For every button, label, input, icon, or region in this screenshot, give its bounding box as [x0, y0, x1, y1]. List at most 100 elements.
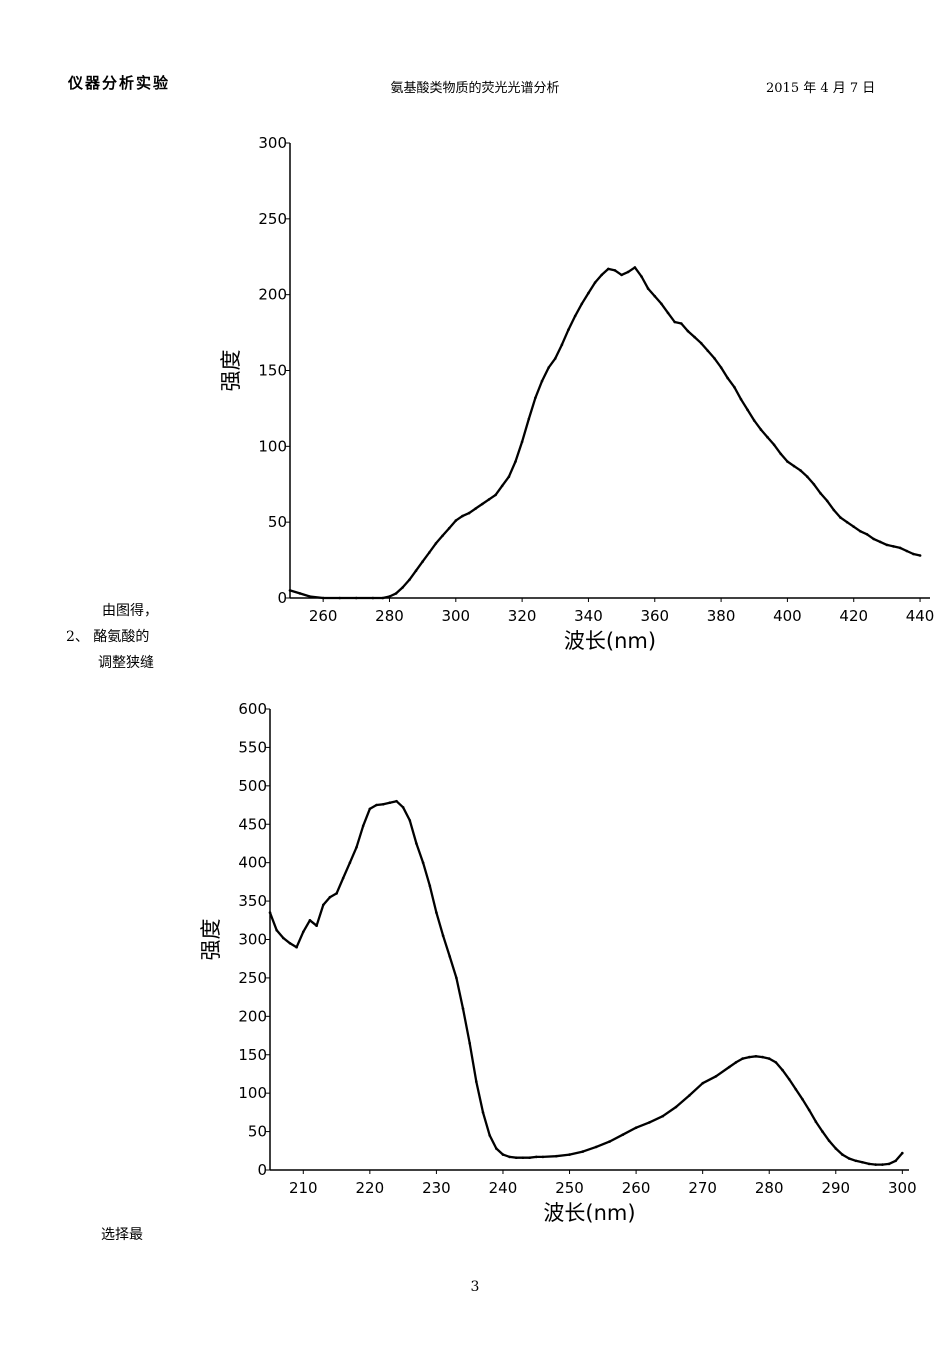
data-point: [701, 1081, 704, 1085]
data-point: [322, 903, 325, 907]
data-point: [673, 320, 676, 324]
data-point: [461, 514, 464, 518]
y-axis-title: 强度: [219, 350, 243, 392]
data-point: [282, 936, 285, 940]
x-tick-label: 230: [422, 1179, 451, 1197]
data-point: [759, 428, 763, 431]
data-point: [375, 803, 378, 807]
data-point: [521, 1156, 525, 1159]
data-point: [834, 1147, 838, 1150]
data-point: [568, 1153, 571, 1156]
y-tick-label: 450: [238, 815, 267, 833]
data-point: [854, 1159, 858, 1163]
data-point: [298, 592, 302, 595]
data-point: [786, 460, 789, 463]
data-point: [381, 803, 385, 806]
data-point: [355, 846, 358, 849]
y-tick-label: 200: [258, 286, 287, 304]
data-point: [421, 560, 424, 563]
x-tick-label: 290: [821, 1179, 850, 1197]
x-tick-label: 260: [309, 607, 338, 625]
data-point: [302, 930, 305, 934]
data-point: [371, 596, 375, 600]
data-point: [680, 322, 683, 325]
data-point: [428, 884, 432, 887]
data-point: [321, 596, 325, 600]
data-point: [726, 376, 729, 380]
data-point: [847, 1157, 851, 1160]
data-point: [408, 578, 411, 582]
data-point: [787, 1078, 791, 1081]
emission-spectrum-chart: 0 50 100 150 200 250 300 260 280 300 320 340 360 380 4…: [170, 128, 935, 676]
data-point: [295, 945, 298, 949]
data-point: [879, 540, 882, 544]
data-point: [508, 1155, 511, 1159]
y-axis-title: 强度: [199, 919, 223, 961]
y-tick-label: 400: [238, 854, 267, 872]
x-tick-label: 320: [508, 607, 537, 625]
data-point: [554, 1154, 558, 1158]
data-point: [772, 443, 776, 447]
data-point: [845, 520, 849, 524]
data-point: [852, 525, 855, 528]
data-point: [527, 417, 531, 421]
body-line-tyrosine-section: 2、 酪氨酸的: [66, 629, 150, 645]
y-tick-label: 50: [268, 513, 287, 531]
x-axis-title: 波长(nm): [543, 1201, 635, 1225]
data-point: [315, 924, 318, 927]
data-point: [481, 1111, 485, 1114]
data-point: [608, 1140, 611, 1143]
data-point: [474, 507, 478, 510]
data-point: [865, 533, 869, 536]
data-point: [621, 1133, 625, 1136]
x-tick-label: 300: [441, 607, 470, 625]
data-point: [774, 1061, 778, 1064]
data-point: [501, 1153, 505, 1156]
data-point: [388, 801, 392, 804]
data-point: [428, 551, 431, 554]
data-point: [560, 343, 564, 346]
data-point: [515, 1156, 518, 1159]
data-point: [415, 842, 418, 845]
excitation-spectrum-chart: 0 50 100 150 200 250 300 350 400 450 500 550 600 210 2…: [152, 692, 922, 1242]
data-point: [898, 546, 902, 550]
data-point: [455, 976, 458, 980]
x-axis-title: 波长(nm): [564, 629, 656, 653]
x-tick-label: 380: [707, 607, 736, 625]
data-point: [661, 1114, 664, 1118]
data-point: [434, 542, 438, 545]
data-point: [746, 408, 749, 412]
x-tick-label: 250: [555, 1179, 584, 1197]
data-point: [580, 302, 584, 306]
data-point: [752, 419, 756, 422]
data-point: [328, 895, 332, 899]
data-point: [593, 281, 597, 284]
data-point: [573, 314, 577, 318]
data-point: [520, 440, 524, 444]
data-point: [887, 1162, 891, 1166]
data-point: [494, 493, 497, 497]
data-point: [728, 1065, 731, 1069]
data-point: [754, 1055, 758, 1058]
data-point: [441, 534, 444, 538]
y-tick-label: 0: [277, 589, 287, 607]
data-point: [885, 543, 889, 547]
data-point: [288, 589, 292, 592]
data-point: [653, 294, 657, 298]
data-point: [414, 569, 418, 572]
data-point: [481, 502, 484, 506]
data-point: [825, 499, 829, 503]
data-point: [547, 366, 550, 369]
data-point: [861, 1161, 864, 1164]
x-tick-label: 240: [489, 1179, 518, 1197]
y-tick-label: 350: [238, 892, 267, 910]
y-tick-label: 250: [258, 210, 287, 228]
y-tick-label: 300: [238, 931, 267, 949]
data-point: [448, 955, 452, 958]
spectrum-line: [289, 266, 921, 600]
data-point: [648, 1121, 651, 1124]
data-point: [699, 341, 703, 345]
data-point: [541, 1155, 545, 1159]
data-point: [488, 1134, 492, 1137]
data-point: [634, 1126, 638, 1129]
